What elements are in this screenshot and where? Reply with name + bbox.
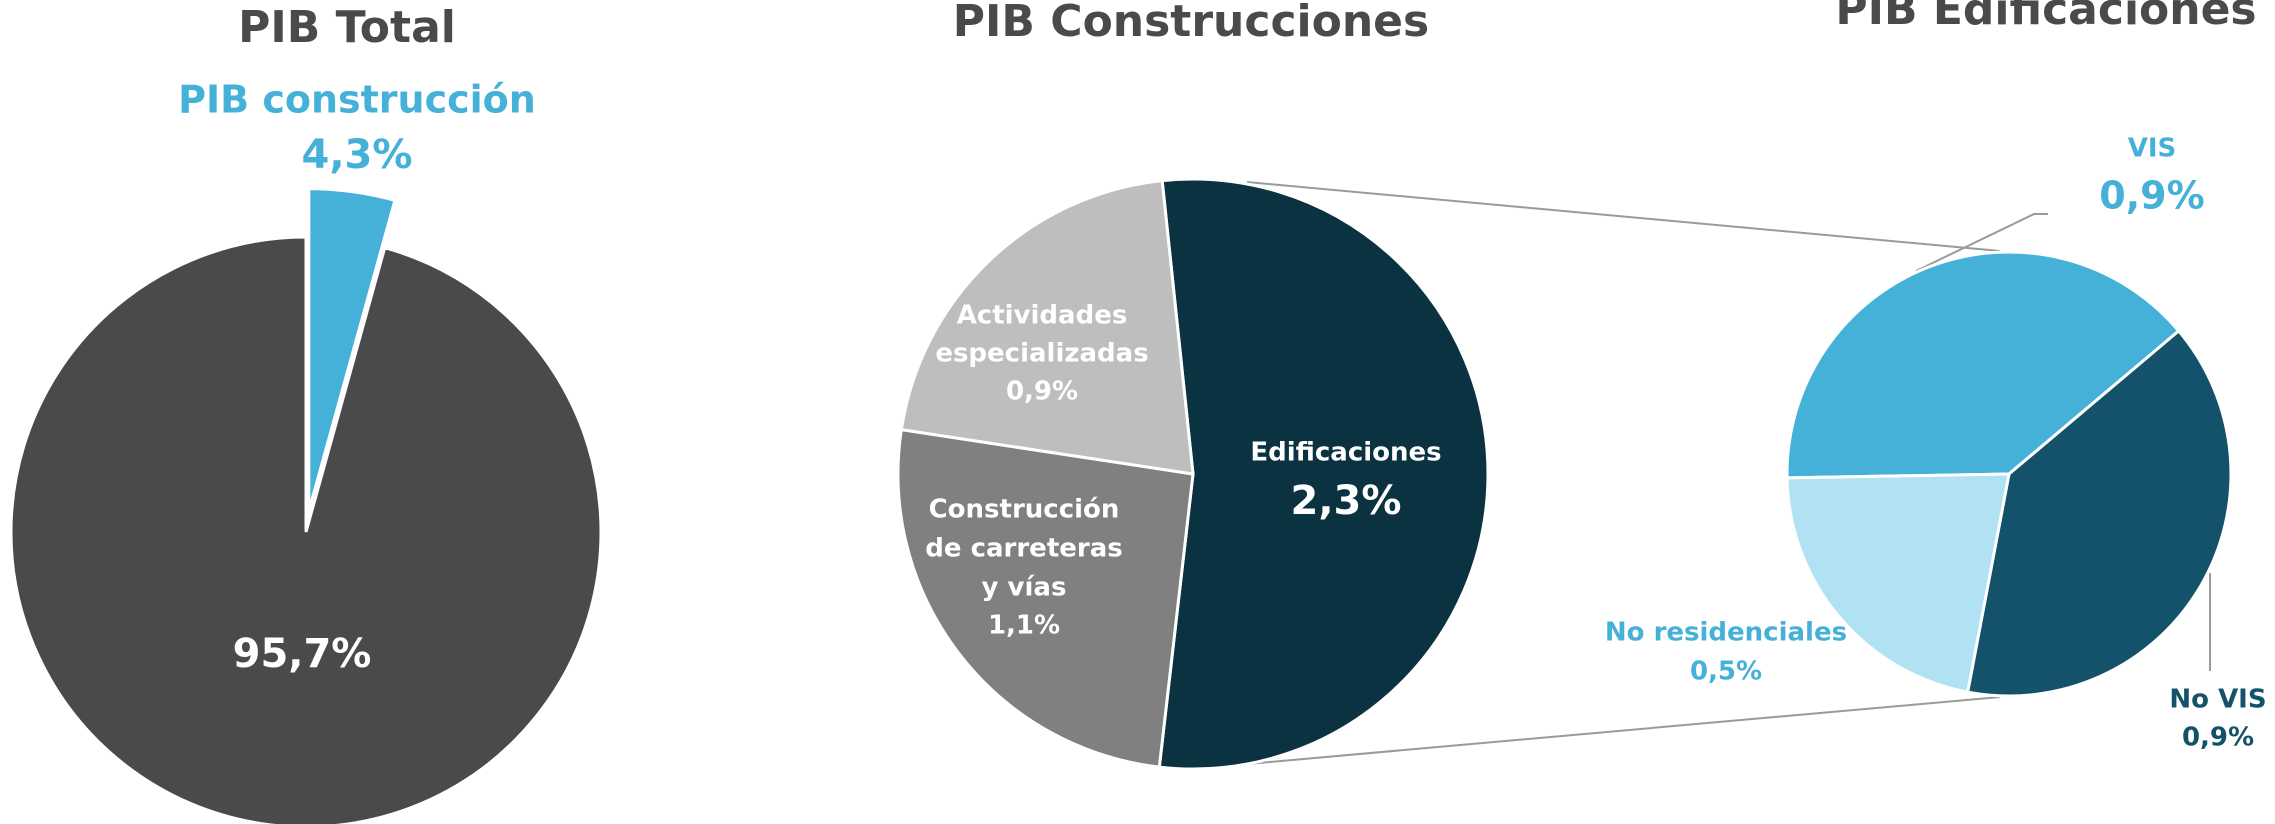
slice-label: Edificaciones: [1250, 438, 1441, 468]
pie-slice: [1965, 328, 2233, 698]
slice-label: de carreteras: [925, 534, 1122, 564]
slice-value: 0,9%: [1006, 377, 1078, 407]
slice-value: 0,9%: [2099, 174, 2204, 218]
chart-title: PIB Edificaciones: [1835, 0, 2256, 35]
connector-line: [1246, 696, 2001, 765]
slice-value: 2,3%: [1291, 478, 1402, 524]
chart-title: PIB Construcciones: [953, 0, 1429, 47]
slice-value: 95,7%: [233, 631, 372, 677]
slice-label: PIB construcción: [178, 78, 536, 122]
slice-label: VIS: [2128, 134, 2177, 164]
slice-value: 4,3%: [302, 132, 413, 178]
pie-slice: [1785, 472, 2011, 694]
slice-label: Construcción: [929, 495, 1120, 525]
leader-line: [1915, 213, 2048, 272]
slice-label: No residenciales: [1605, 618, 1847, 648]
chart-title: PIB Total: [238, 2, 456, 53]
slice-label: especializadas: [935, 339, 1148, 369]
slice-value: 0,5%: [1690, 657, 1762, 687]
pie-slice: [9, 235, 603, 824]
pie-slice: [899, 178, 1195, 476]
slice-label: Actividades: [957, 301, 1128, 331]
pie-slice: [1157, 177, 1490, 771]
slice-label: No VIS: [2169, 685, 2266, 715]
slice-value: 1,1%: [988, 611, 1060, 641]
slice-label: y vías: [982, 573, 1067, 603]
pie-slice: [896, 427, 1195, 769]
pie-slice: [304, 184, 401, 523]
connector-line: [1246, 181, 2001, 252]
pie-slice: [1785, 250, 2181, 480]
slice-value: 0,9%: [2182, 723, 2254, 753]
